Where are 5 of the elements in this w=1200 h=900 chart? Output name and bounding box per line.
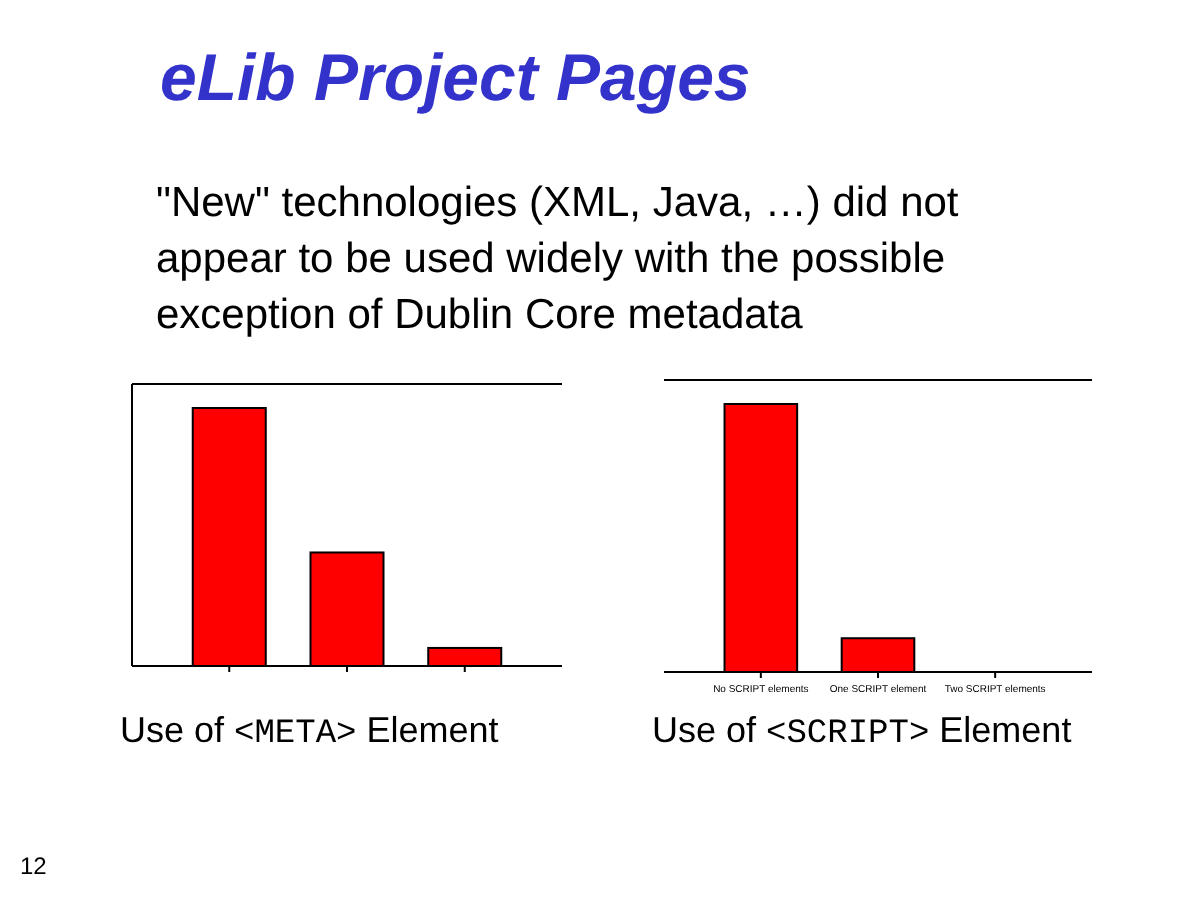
text: Use of <SCRIPT> Element [652,710,1072,754]
chart-subtitle: "New" technologies (XML, Java, …) did not appear to be used widely with the possible exception of Dublin Core metadata [156,180,959,338]
text: Use of <META> Element [120,710,499,754]
chart-title: eLib Project Pages [160,40,751,114]
text: 12 [20,852,48,880]
